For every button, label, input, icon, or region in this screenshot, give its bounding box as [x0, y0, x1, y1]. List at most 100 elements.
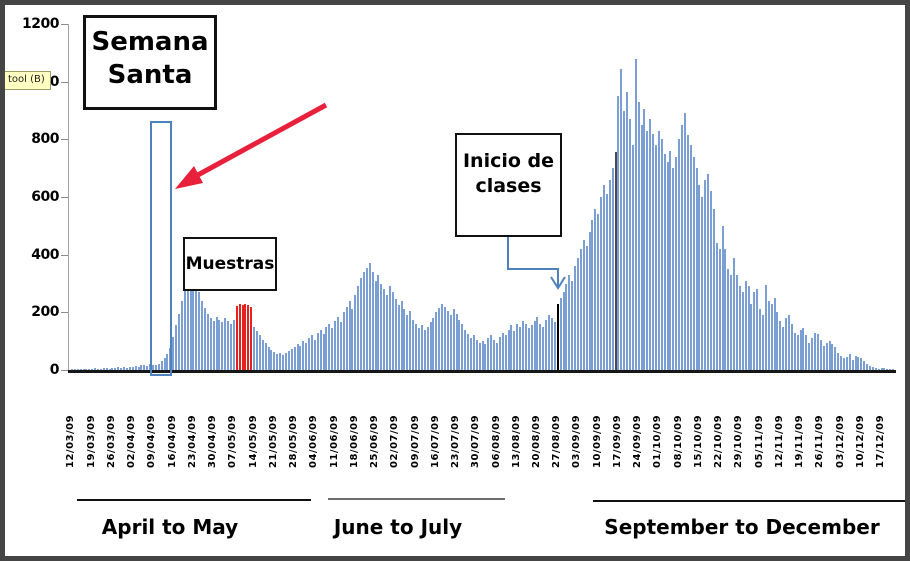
bar: [125, 367, 128, 370]
bar: [793, 332, 796, 370]
bar: [652, 133, 655, 370]
x-tick-label: 30/07/09: [470, 414, 482, 468]
bar: [403, 309, 406, 370]
bar: [770, 303, 773, 370]
bar: [276, 354, 279, 370]
bar: [533, 320, 536, 370]
y-tick-mark: [61, 197, 68, 198]
bar: [368, 263, 371, 370]
bar: [842, 358, 845, 370]
bar: [472, 335, 475, 370]
bar: [643, 109, 646, 370]
bar: [88, 368, 91, 370]
bar: [215, 316, 218, 370]
y-tick-label: 400: [31, 246, 59, 263]
bar: [741, 292, 744, 370]
bar: [611, 168, 614, 370]
bar: [452, 309, 455, 370]
bar: [695, 168, 698, 370]
bar: [128, 366, 131, 370]
bar: [663, 153, 666, 370]
period-label-september-december: September to December: [604, 515, 880, 539]
bar: [649, 119, 652, 370]
bar: [351, 309, 354, 370]
bar: [631, 145, 634, 370]
bar: [137, 366, 140, 370]
x-tick-label: 17/12/09: [875, 414, 886, 468]
bar: [576, 257, 579, 370]
x-tick-label: 05/11/09: [753, 414, 765, 468]
bar: [319, 329, 322, 370]
bar: [438, 308, 441, 370]
x-tick-label: 19/11/09: [794, 414, 805, 468]
bar: [282, 355, 285, 370]
bar: [212, 320, 215, 370]
x-tick-label: 20/08/09: [530, 414, 542, 468]
bar: [99, 368, 102, 370]
bar: [91, 369, 94, 370]
bar: [851, 359, 854, 370]
bar: [426, 326, 429, 370]
bar: [600, 197, 603, 370]
bar: [868, 365, 871, 370]
bar: [692, 156, 695, 370]
bar: [339, 322, 342, 370]
bar: [175, 325, 178, 370]
bar: [686, 135, 689, 370]
bar: [704, 179, 707, 370]
bar: [883, 368, 886, 370]
bar: [614, 152, 617, 370]
x-tick-label: 12/11/09: [773, 414, 785, 468]
x-tick-label: 21/05/09: [267, 414, 279, 468]
bar: [273, 352, 276, 370]
y-tick-mark: [61, 24, 68, 25]
bar: [120, 367, 123, 370]
bar: [151, 364, 154, 370]
x-tick-label: 03/09/09: [571, 414, 583, 468]
bar: [310, 335, 313, 370]
x-tick-label: 26/03/09: [105, 414, 117, 468]
bar: [834, 346, 837, 370]
bar: [71, 369, 73, 370]
bar: [464, 329, 467, 370]
tool-tooltip-chip[interactable]: tool (B): [5, 71, 51, 90]
bar: [391, 292, 394, 370]
period-label-april-may: April to May: [101, 515, 239, 539]
bar: [738, 286, 741, 370]
bar: [201, 300, 204, 370]
bar: [429, 322, 432, 370]
bar: [730, 274, 733, 370]
bar: [620, 68, 623, 370]
bar: [724, 248, 727, 370]
bar: [461, 323, 464, 370]
bar: [186, 274, 189, 370]
bar: [733, 257, 736, 370]
bar: [831, 344, 834, 370]
bar: [117, 367, 120, 370]
bar: [389, 286, 392, 370]
x-tick-label: 01/10/09: [652, 414, 664, 468]
bar: [73, 369, 76, 370]
bar: [605, 194, 608, 370]
bar: [672, 168, 675, 370]
x-tick-label: 22/10/09: [713, 414, 725, 468]
bar: [845, 357, 848, 370]
bar: [637, 101, 640, 370]
bar: [779, 320, 782, 370]
bar: [235, 306, 238, 370]
bar: [762, 315, 764, 370]
bar: [484, 344, 487, 370]
bar: [224, 318, 227, 370]
bar: [195, 283, 198, 370]
bar: [157, 363, 160, 370]
y-tick-mark: [61, 370, 68, 371]
tool-chip-label: tool (B): [8, 74, 45, 85]
bar: [209, 318, 212, 370]
bar: [860, 358, 863, 370]
bar: [131, 367, 134, 370]
bar: [140, 365, 143, 370]
bar: [759, 309, 762, 370]
bar: [802, 328, 805, 370]
bar: [371, 271, 374, 370]
bar: [177, 313, 180, 370]
